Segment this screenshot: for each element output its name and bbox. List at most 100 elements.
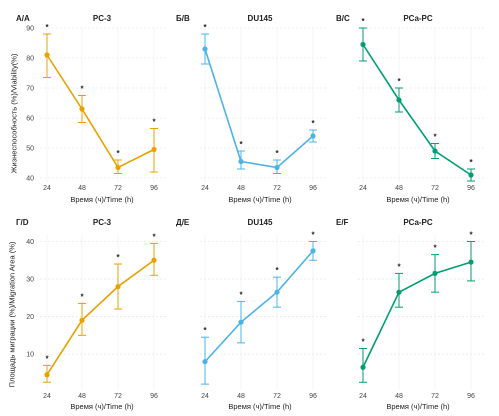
x-axis-label-b: Время (ч)/Time (h) xyxy=(228,195,292,204)
y-tick-label: 40 xyxy=(26,239,34,246)
x-tick-label: 96 xyxy=(309,185,317,192)
x-axis-label-c: Время (ч)/Time (h) xyxy=(386,195,450,204)
significance-marker: * xyxy=(45,354,49,363)
series-line xyxy=(204,250,314,363)
x-axis-label-a: Время (ч)/Time (h) xyxy=(70,195,134,204)
x-tick-label: 72 xyxy=(114,185,122,192)
significance-marker: * xyxy=(311,231,315,240)
x-tick-label: 24 xyxy=(43,393,51,400)
x-tick-label: 72 xyxy=(273,185,281,192)
significance-marker: * xyxy=(203,23,207,32)
data-point xyxy=(115,283,121,290)
series-line xyxy=(204,48,314,169)
y-tick-label: 30 xyxy=(26,277,34,284)
x-tick-label: 72 xyxy=(431,393,439,400)
significance-marker: * xyxy=(311,119,315,128)
data-point xyxy=(79,106,85,112)
x-tick-label: 24 xyxy=(201,185,209,192)
panel-title-b: DU145 xyxy=(247,14,273,23)
x-tick-label: 48 xyxy=(395,185,403,192)
x-axis-label-e: Время (ч)/Time (h) xyxy=(228,402,292,411)
data-point xyxy=(151,257,157,263)
significance-marker: * xyxy=(361,17,365,26)
x-tick-label: 48 xyxy=(78,185,86,192)
data-point xyxy=(396,97,402,103)
significance-marker: * xyxy=(469,231,473,240)
x-tick-label: 96 xyxy=(309,393,317,400)
x-tick-label: 96 xyxy=(150,185,158,192)
significance-marker: * xyxy=(116,149,120,158)
panel-title-a: PC-3 xyxy=(92,14,112,23)
data-point xyxy=(202,359,208,365)
data-point xyxy=(238,158,244,165)
data-point xyxy=(310,248,316,254)
y-tick-label: 60 xyxy=(26,116,34,123)
significance-marker: * xyxy=(397,262,401,271)
significance-marker: * xyxy=(116,253,120,262)
x-tick-label: 48 xyxy=(237,185,245,192)
y-tick-label: 10 xyxy=(26,352,34,359)
y-tick-label: 50 xyxy=(26,146,34,153)
significance-marker: * xyxy=(80,85,84,94)
series-line xyxy=(46,54,155,169)
series-line xyxy=(362,44,472,176)
y-tick-label: 70 xyxy=(26,86,34,93)
data-point xyxy=(432,270,438,277)
significance-marker: * xyxy=(152,232,156,241)
gridlines xyxy=(200,27,326,182)
panel-title-d: PC-3 xyxy=(92,218,112,227)
significance-marker: * xyxy=(203,326,207,335)
significance-marker: * xyxy=(397,77,401,86)
data-point xyxy=(115,164,121,171)
significance-marker: * xyxy=(469,158,473,167)
data-point xyxy=(274,289,280,295)
x-tick-label: 72 xyxy=(273,393,281,400)
significance-marker: * xyxy=(275,266,279,275)
x-tick-label: 24 xyxy=(359,393,367,400)
panel-title-e: DU145 xyxy=(247,218,273,227)
x-tick-label: 72 xyxy=(114,393,122,400)
data-point xyxy=(360,364,366,370)
x-tick-label: 48 xyxy=(78,393,86,400)
data-point xyxy=(238,319,244,325)
data-point xyxy=(274,164,280,171)
gridlines xyxy=(358,234,484,390)
panel-label-a: А/A xyxy=(16,14,30,23)
panel-title-c: PCa-PC xyxy=(403,14,433,23)
panel-label-c: В/C xyxy=(336,14,350,23)
data-point xyxy=(396,289,402,295)
data-point xyxy=(44,372,50,378)
gridlines xyxy=(40,234,168,390)
data-point xyxy=(310,133,316,139)
significance-marker: * xyxy=(239,291,243,300)
x-tick-label: 24 xyxy=(201,393,209,400)
data-point xyxy=(202,46,208,52)
significance-marker: * xyxy=(80,292,84,301)
y-tick-label: 90 xyxy=(26,26,34,33)
y-tick-label: 80 xyxy=(26,56,34,63)
x-axis-label-d: Время (ч)/Time (h) xyxy=(70,402,134,411)
data-point xyxy=(79,317,85,323)
x-tick-label: 24 xyxy=(43,185,51,192)
significance-marker: * xyxy=(45,23,49,32)
data-point xyxy=(360,41,366,48)
data-point xyxy=(432,148,438,154)
significance-marker: * xyxy=(152,118,156,127)
x-tick-label: 24 xyxy=(359,185,367,192)
panel-label-b: Б/B xyxy=(176,14,190,23)
significance-marker: * xyxy=(239,140,243,149)
panel-label-f: Е/F xyxy=(336,218,349,227)
series-line xyxy=(362,261,472,368)
data-point xyxy=(468,172,474,178)
panel-label-e: Д/E xyxy=(176,218,190,227)
x-tick-label: 96 xyxy=(150,393,158,400)
x-tick-label: 48 xyxy=(395,393,403,400)
significance-marker: * xyxy=(275,149,279,158)
data-point xyxy=(468,259,474,265)
x-tick-label: 72 xyxy=(431,185,439,192)
data-point xyxy=(44,52,50,58)
